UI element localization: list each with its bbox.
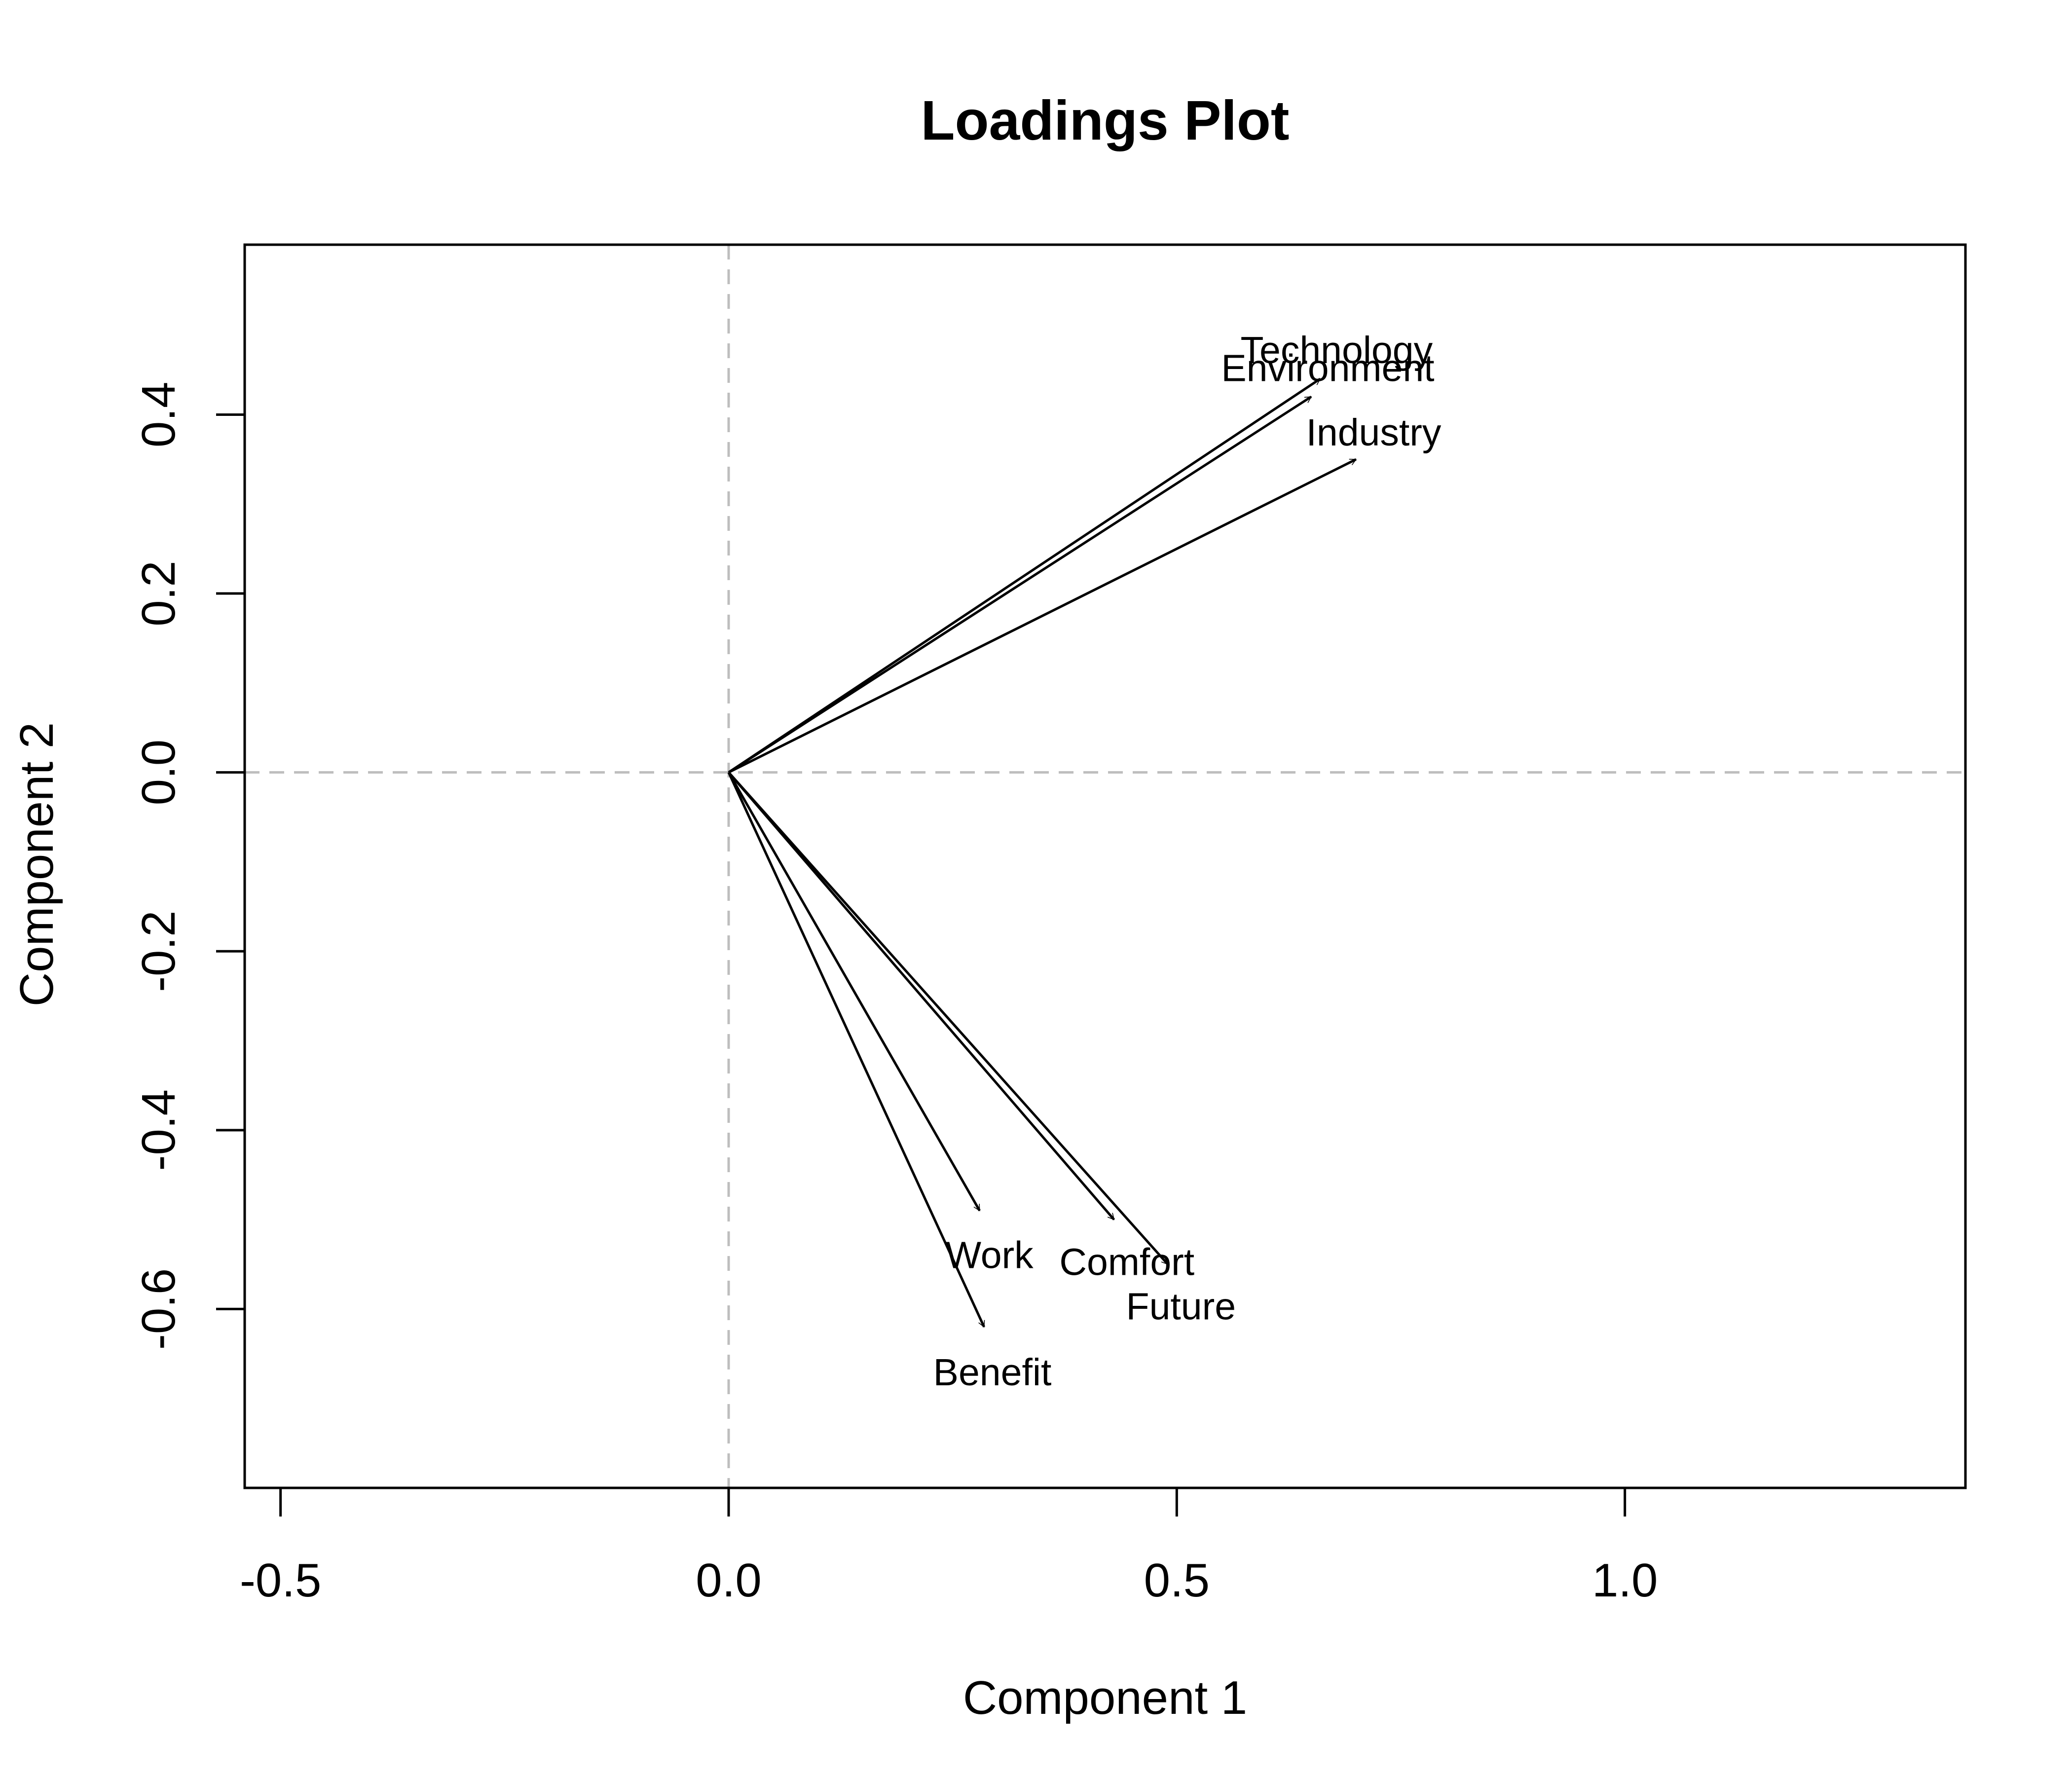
loading-label-industry: Industry xyxy=(1306,411,1442,454)
loading-arrow-industry xyxy=(728,458,1357,774)
loading-label-technology: Technology xyxy=(1241,329,1433,371)
loading-label-work: Work xyxy=(945,1234,1034,1277)
loading-label-future: Future xyxy=(1126,1286,1236,1328)
x-tick-label: -0.5 xyxy=(240,1554,321,1607)
loading-arrow-environment xyxy=(728,396,1312,774)
loading-arrow-comfort xyxy=(728,772,1115,1221)
x-axis-label: Component 1 xyxy=(963,1671,1247,1724)
loading-arrow-work xyxy=(727,772,981,1212)
y-tick-label: -0.6 xyxy=(132,1268,185,1350)
x-axis: -0.5 0.0 0.5 1.0 xyxy=(240,1486,1658,1607)
x-tick-label: 1.0 xyxy=(1592,1554,1658,1607)
y-axis: -0.6 -0.4 -0.2 0.0 0.2 0.4 xyxy=(132,382,246,1350)
y-tick-label: 0.2 xyxy=(132,560,185,626)
loading-arrows xyxy=(727,377,1357,1328)
loading-label-comfort: Comfort xyxy=(1059,1241,1194,1283)
y-tick-label: 0.0 xyxy=(132,740,185,805)
plot-frame xyxy=(243,243,1967,1489)
loading-label-environment: Environment xyxy=(1221,347,1434,390)
loading-arrow-benefit xyxy=(727,772,986,1328)
y-tick-label: -0.4 xyxy=(132,1089,185,1171)
x-tick-label: 0.0 xyxy=(696,1554,761,1607)
y-tick-label: -0.2 xyxy=(132,911,185,992)
loading-arrow-technology xyxy=(728,377,1321,774)
loading-label-benefit: Benefit xyxy=(933,1351,1052,1394)
loading-arrow-future xyxy=(728,771,1169,1265)
x-tick-label: 0.5 xyxy=(1144,1554,1210,1607)
chart-title: Loadings Plot xyxy=(921,89,1289,151)
y-tick-label: 0.4 xyxy=(132,382,185,447)
reference-lines xyxy=(245,245,1965,1488)
y-axis-label: Component 2 xyxy=(10,722,63,1006)
